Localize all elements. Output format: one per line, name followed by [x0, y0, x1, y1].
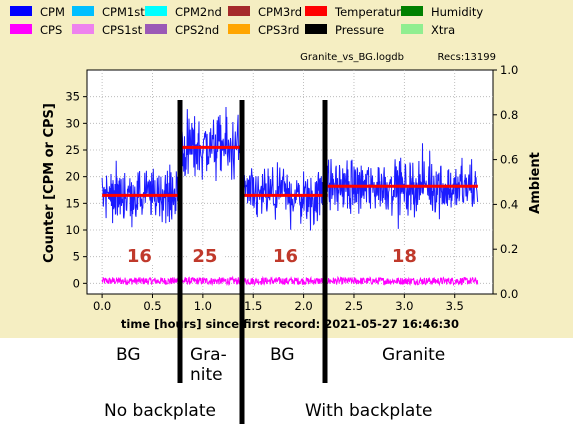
legend-swatch-cps2nd: [145, 24, 167, 34]
y-right-tick-label-2: 0.4: [500, 197, 518, 211]
legend-label-cps2nd: CPS2nd: [175, 23, 219, 37]
y-left-tick-label-6: 30: [65, 116, 80, 130]
label-bg-2: BG: [270, 345, 295, 365]
x-tick-label-2: 1.0: [194, 299, 212, 313]
legend-swatch-temperature: [305, 6, 327, 16]
legend-label-xtra: Xtra: [431, 23, 455, 37]
x-tick-label-7: 3.5: [446, 299, 464, 313]
series-cps: [101, 275, 479, 287]
legend-swatch-cps: [10, 24, 32, 34]
label-with-backplate: With backplate: [305, 401, 433, 421]
y-left-tick-label-3: 15: [65, 196, 80, 210]
legend-label-cps3rd: CPS3rd: [258, 23, 299, 37]
legend-label-cpm3rd: CPM3rd: [258, 5, 302, 19]
legend-swatch-cpm2nd: [145, 6, 167, 16]
x-tick-label-1: 0.5: [143, 299, 161, 313]
y-left-tick-label-0: 0: [73, 276, 80, 290]
file-label: Granite_vs_BG.logdb: [300, 52, 404, 63]
y-right-tick-label-3: 0.6: [500, 153, 518, 167]
x-axis-label: time [hours] since first record: 2021-05…: [121, 317, 459, 331]
y-left-tick-label-4: 20: [65, 170, 80, 184]
average-label-3: 16: [273, 246, 298, 267]
legend-swatch-cpm3rd: [228, 6, 250, 16]
legend-label-humidity: Humidity: [431, 5, 483, 19]
legend-label-pressure: Pressure: [335, 23, 384, 37]
y-right-tick-label-1: 0.2: [500, 242, 518, 256]
label-no-backplate: No backplate: [104, 401, 216, 421]
legend-label-cps1st: CPS1st: [102, 23, 143, 37]
y-left-tick-label-1: 5: [73, 250, 80, 264]
y-left-tick-label-7: 35: [65, 90, 80, 104]
legend-swatch-pressure: [305, 24, 327, 34]
y-axis-left-label: Counter [CPM or CPS]: [42, 103, 57, 263]
legend-swatch-humidity: [401, 6, 423, 16]
legend-label-cpm: CPM: [40, 5, 65, 19]
series-cpm: [101, 106, 479, 231]
x-tick-label-3: 1.5: [244, 299, 262, 313]
legend-swatch-xtra: [401, 24, 423, 34]
legend-swatch-cpm: [10, 6, 32, 16]
y-left-tick-label-5: 25: [65, 143, 80, 157]
legend-label-temperature: Temperature: [334, 5, 408, 19]
x-tick-label-0: 0.0: [93, 299, 111, 313]
y-right-tick-label-4: 0.8: [500, 108, 518, 122]
average-label-4: 18: [392, 246, 417, 267]
y-axis-right-label: Ambient: [528, 152, 543, 214]
legend-label-cpm1st: CPM1st: [102, 5, 145, 19]
average-label-2: 25: [192, 246, 217, 267]
average-label-bg-1: [121, 245, 158, 265]
average-label-bg-3: [267, 245, 304, 265]
legend-label-cps: CPS: [40, 23, 62, 37]
y-right-tick-label-5: 1.0: [500, 63, 518, 77]
y-left-tick-label-2: 10: [65, 223, 80, 237]
label-granite-1-text: Gra- nite: [190, 345, 227, 385]
x-tick-label-6: 3.0: [395, 299, 413, 313]
legend-swatch-cps1st: [72, 24, 94, 34]
average-label-1: 16: [127, 246, 152, 267]
legend-label-cpm2nd: CPM2nd: [175, 5, 222, 19]
x-tick-label-5: 2.5: [345, 299, 363, 313]
legend-swatch-cps3rd: [228, 24, 250, 34]
label-bg-1: BG: [116, 345, 141, 365]
label-granite-1: Gra- nite: [190, 345, 227, 385]
legend-swatch-cpm1st: [72, 6, 94, 16]
label-granite-2: Granite: [382, 345, 446, 365]
recs-label: Recs:13199: [437, 52, 496, 63]
average-label-bg-2: [186, 245, 223, 265]
x-tick-label-4: 2.0: [294, 299, 312, 313]
average-label-bg-4: [386, 245, 423, 265]
y-right-tick-label-0: 0.0: [500, 287, 518, 301]
